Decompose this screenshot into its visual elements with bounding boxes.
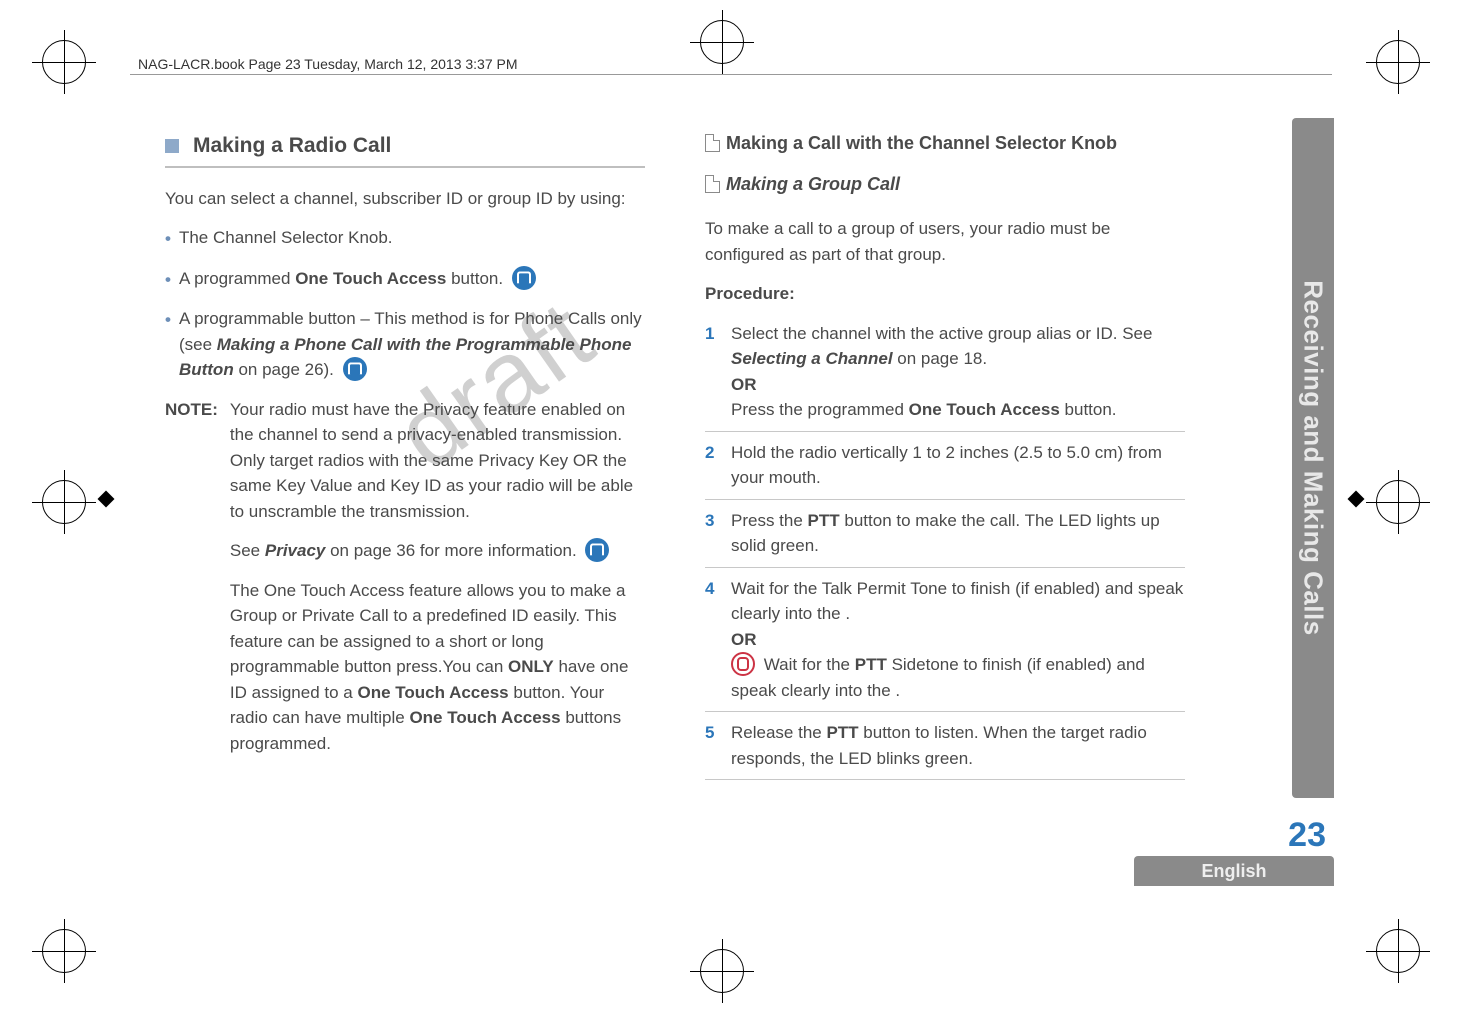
subheading-1: Making a Call with the Channel Selector …	[705, 130, 1185, 157]
bold-run: PTT	[855, 655, 887, 674]
step-item: 1 Select the channel with the active gro…	[705, 313, 1185, 431]
heading-text: Making a Radio Call	[193, 130, 391, 162]
language-bar: English	[1134, 856, 1334, 886]
step-item: 3 Press the PTT button to make the call.…	[705, 499, 1185, 567]
bullet-text: A programmed One Touch Access button.	[179, 266, 645, 293]
text-run: on page 18.	[893, 349, 988, 368]
subheading-text: Making a Group Call	[726, 174, 900, 194]
intro-text: To make a call to a group of users, your…	[705, 216, 1185, 267]
heading-square-icon	[165, 139, 179, 153]
step-item: 2 Hold the radio vertically 1 to 2 inche…	[705, 431, 1185, 499]
step-body: Wait for the Talk Permit Tone to finish …	[731, 576, 1185, 704]
text-run: Release the	[731, 723, 826, 742]
text-run: Press the programmed	[731, 400, 909, 419]
bold-run: OR	[731, 630, 757, 649]
bold-run: PTT	[808, 511, 840, 530]
subheading-text: Making a Call with the Channel Selector …	[726, 133, 1117, 153]
diamond-mark-l	[98, 491, 115, 508]
text-run: on page 26).	[234, 360, 339, 379]
text-run: button.	[446, 269, 507, 288]
doc-icon	[705, 134, 720, 152]
crop-mark-mr	[1376, 480, 1420, 524]
bullet-dot-icon: •	[165, 307, 171, 383]
step-item: 5 Release the PTT button to listen. When…	[705, 711, 1185, 780]
text-run: Press the	[731, 511, 808, 530]
step-body: Hold the radio vertically 1 to 2 inches …	[731, 440, 1185, 491]
diamond-mark-r	[1348, 491, 1365, 508]
crop-mark-tr	[1376, 40, 1420, 84]
text-run: button.	[1060, 400, 1117, 419]
feature-icon	[343, 357, 367, 381]
text-run: See	[230, 541, 265, 560]
crop-mark-bl	[42, 929, 86, 973]
subheading-2: Making a Group Call	[705, 171, 1185, 198]
step-body: Release the PTT button to listen. When t…	[731, 720, 1185, 771]
text-run: A programmed	[179, 269, 295, 288]
bold-run: OR	[731, 375, 757, 394]
note-label: NOTE:	[165, 397, 218, 757]
note-body: Your radio must have the Privacy feature…	[230, 397, 645, 757]
text-run: Wait for the Talk Permit Tone to finish …	[731, 579, 1183, 624]
note-paragraph: The One Touch Access feature allows you …	[230, 578, 645, 757]
bullet-text: A programmable button – This method is f…	[179, 306, 645, 383]
bullet-item: • A programmed One Touch Access button.	[165, 266, 645, 293]
step-number: 3	[705, 508, 721, 559]
bold-run: ONLY	[508, 657, 554, 676]
step-body: Press the PTT button to make the call. T…	[731, 508, 1185, 559]
header-rule	[130, 74, 1332, 75]
bold-run: One Touch Access	[295, 269, 446, 288]
bullet-text: The Channel Selector Knob.	[179, 225, 645, 252]
procedure-steps: 1 Select the channel with the active gro…	[705, 313, 1185, 781]
bold-ital-run: Privacy	[265, 541, 326, 560]
crop-mark-bc	[700, 949, 744, 993]
bold-run: One Touch Access	[409, 708, 560, 727]
step-number: 5	[705, 720, 721, 771]
crop-mark-tc	[700, 20, 744, 64]
bullet-item: • A programmable button – This method is…	[165, 306, 645, 383]
intro-text: You can select a channel, subscriber ID …	[165, 186, 645, 212]
step-body: Select the channel with the active group…	[731, 321, 1185, 423]
feature-icon	[585, 538, 609, 562]
bold-run: One Touch Access	[909, 400, 1060, 419]
feature-icon	[512, 266, 536, 290]
step-number: 2	[705, 440, 721, 491]
note-paragraph: See Privacy on page 36 for more informat…	[230, 538, 645, 564]
crop-mark-br	[1376, 929, 1420, 973]
text-run: on page 36 for more information.	[325, 541, 581, 560]
section-heading: Making a Radio Call	[165, 130, 645, 162]
step-number: 1	[705, 321, 721, 423]
bold-run: One Touch Access	[357, 683, 508, 702]
text-run: Select the channel with the active group…	[731, 324, 1152, 343]
note-block: NOTE: Your radio must have the Privacy f…	[165, 397, 645, 757]
bold-ital-run: Selecting a Channel	[731, 349, 893, 368]
step-number: 4	[705, 576, 721, 704]
bullet-dot-icon: •	[165, 226, 171, 252]
right-column: Making a Call with the Channel Selector …	[705, 130, 1185, 780]
procedure-label: Procedure:	[705, 281, 1185, 307]
alert-icon	[731, 652, 755, 676]
page-number: 23	[1288, 810, 1326, 861]
bullet-dot-icon: •	[165, 267, 171, 293]
crop-mark-ml	[42, 480, 86, 524]
text-run: Wait for the	[759, 655, 855, 674]
crop-mark-tl	[42, 40, 86, 84]
bold-run: PTT	[826, 723, 858, 742]
step-item: 4 Wait for the Talk Permit Tone to finis…	[705, 567, 1185, 712]
bullet-item: • The Channel Selector Knob.	[165, 225, 645, 252]
side-tab-label: Receiving and Making Calls	[1294, 280, 1333, 635]
header-path: NAG-LACR.book Page 23 Tuesday, March 12,…	[138, 54, 518, 75]
side-tab: Receiving and Making Calls	[1292, 118, 1334, 798]
left-column: Making a Radio Call You can select a cha…	[165, 130, 645, 780]
page-content: Making a Radio Call You can select a cha…	[165, 130, 1262, 780]
heading-rule	[165, 166, 645, 168]
doc-icon	[705, 175, 720, 193]
note-paragraph: Your radio must have the Privacy feature…	[230, 397, 645, 525]
bullet-list: • The Channel Selector Knob. • A program…	[165, 225, 645, 383]
